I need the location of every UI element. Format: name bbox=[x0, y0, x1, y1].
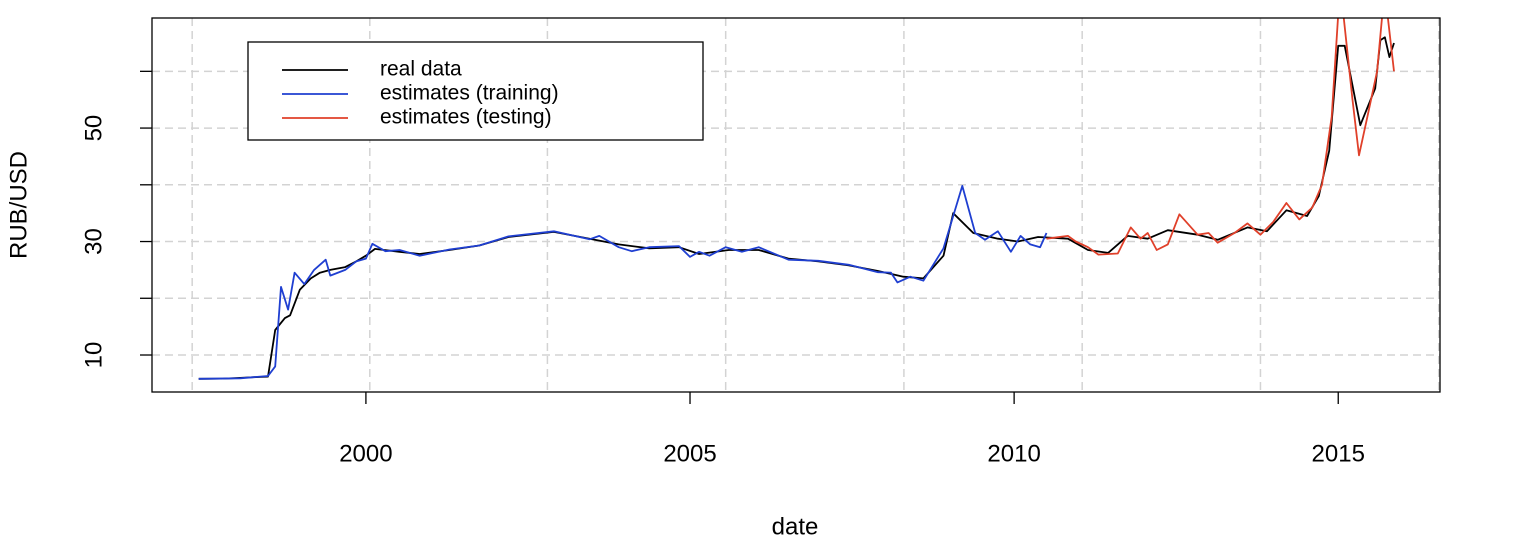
series-line bbox=[1046, 18, 1395, 256]
x-tick-label: 2010 bbox=[987, 440, 1040, 467]
grid bbox=[152, 18, 1440, 392]
axes: 10 30 50 2000 2005 2010 2015 bbox=[80, 70, 1365, 467]
x-axis-label: date bbox=[772, 513, 819, 540]
plot-frame bbox=[151, 17, 1441, 393]
x-tick-label: 2005 bbox=[663, 440, 716, 467]
legend-label: estimates (training) bbox=[380, 82, 559, 105]
y-tick-label: 50 bbox=[80, 115, 107, 142]
series-line bbox=[198, 185, 1048, 380]
y-axis-label: RUB/USD bbox=[5, 151, 32, 259]
plot-lines bbox=[198, 18, 1395, 380]
y-tick-label: 10 bbox=[80, 342, 107, 369]
y-tick-label: 30 bbox=[80, 228, 107, 255]
legend-label: real data bbox=[380, 58, 462, 81]
legend-box bbox=[247, 41, 704, 141]
x-tick-label: 2015 bbox=[1312, 440, 1365, 467]
x-tick-label: 2000 bbox=[339, 440, 392, 467]
legend-label: estimates (testing) bbox=[380, 106, 552, 129]
